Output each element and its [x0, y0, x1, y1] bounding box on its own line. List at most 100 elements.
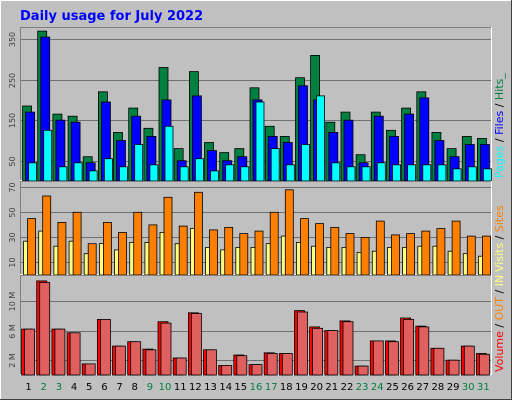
pages-bar — [285, 164, 295, 182]
x-tick-label: 3 — [56, 382, 62, 393]
x-tick-label: 9 — [147, 382, 153, 393]
x-tick-label: 2 — [41, 382, 47, 393]
pages-bar — [28, 162, 38, 182]
x-tick-label: 8 — [132, 382, 138, 393]
pages-bar — [316, 95, 326, 182]
x-tick-label: 18 — [280, 382, 293, 393]
pages-bar — [104, 158, 113, 182]
sites-bar — [27, 218, 37, 276]
in-bar — [251, 364, 263, 376]
in-bar — [357, 365, 369, 376]
pages-bar — [422, 164, 432, 182]
in-bar — [312, 327, 324, 376]
sites-bar — [72, 211, 82, 276]
in-bar — [403, 318, 415, 376]
volume-panel: 2 M 6 M 10 M — [8, 275, 492, 376]
volume-legend: Volume — [493, 331, 506, 372]
in-bar — [327, 330, 339, 376]
sites-bar — [330, 226, 340, 276]
sites-bar — [451, 220, 461, 276]
sites-bar — [436, 228, 446, 276]
in-bar — [388, 341, 399, 376]
y-tick-label: 2 M — [8, 353, 17, 368]
y-tick-label: 150 — [8, 113, 17, 128]
sites-bar — [239, 233, 249, 276]
x-tick-label: 30 — [462, 382, 475, 393]
in-bar — [418, 326, 430, 376]
sites-bar — [118, 231, 127, 276]
x-tick-label: 15 — [234, 382, 247, 393]
in-bar — [130, 341, 142, 376]
pages-bar — [240, 166, 250, 182]
pages-bar — [73, 162, 83, 182]
in-bar — [221, 364, 233, 376]
y-tick-label: 350 — [8, 32, 17, 47]
y-tick-label: 6 M — [8, 324, 17, 339]
pages-bar — [467, 166, 477, 182]
visits-legend: Visits — [493, 243, 506, 272]
y-tick-label: 10 M — [8, 292, 17, 312]
pages-bar — [301, 144, 310, 182]
sites-bar — [224, 226, 234, 276]
in-bar — [115, 345, 126, 376]
sites-legend: Sites — [493, 205, 506, 232]
x-tick-label: 28 — [432, 382, 445, 393]
legend-separator: / — [493, 135, 506, 146]
in-bar — [266, 353, 278, 376]
sites-bar — [269, 211, 279, 276]
x-tick-label: 16 — [250, 382, 263, 393]
bottom-legend: Volume / OUT / IN — [493, 275, 506, 372]
pages-bar — [255, 101, 265, 182]
chart-title: Daily usage for July 2022 — [20, 9, 203, 24]
out-legend: OUT — [493, 297, 506, 321]
x-tick-label: 17 — [265, 382, 278, 393]
x-tick-label: 5 — [86, 382, 92, 393]
in-bar — [463, 345, 475, 376]
sites-bar — [345, 233, 355, 276]
pages-bar — [88, 170, 98, 182]
x-tick-label: 25 — [386, 382, 399, 393]
sites-bar — [284, 189, 294, 276]
top-legend: Pages / Files / Hits_ — [493, 73, 506, 178]
pages-bar — [452, 168, 462, 182]
sites-bar — [103, 221, 112, 276]
x-tick-label: 12 — [189, 382, 202, 393]
in-bar — [160, 322, 172, 376]
in-bar — [297, 311, 308, 376]
in-bar — [190, 313, 202, 376]
sites-bar — [466, 235, 476, 276]
in-bar — [236, 355, 248, 376]
in-bar — [24, 328, 36, 376]
x-tick-label: 13 — [204, 382, 217, 393]
sites-bar — [391, 234, 400, 276]
pages-bar — [361, 166, 371, 182]
pages-bar — [225, 164, 235, 182]
pages-bar — [58, 166, 68, 182]
y-tick-label: 10 — [8, 257, 17, 267]
pages-bar — [179, 166, 189, 182]
sites-bar — [148, 224, 158, 276]
y-tick-label: 50 — [8, 207, 17, 217]
in-bar — [175, 357, 187, 376]
in-bar — [433, 347, 445, 376]
sites-bar — [300, 218, 309, 276]
pages-bar — [164, 125, 174, 182]
legend-separator: / — [493, 100, 506, 111]
legend-separator: / — [493, 286, 506, 297]
sites-bar — [42, 195, 52, 276]
x-tick-label: 7 — [116, 382, 122, 393]
x-tick-label: 22 — [341, 382, 354, 393]
pages-bar — [392, 164, 401, 182]
pages-bar — [376, 162, 386, 182]
pages-bar — [270, 148, 280, 182]
pages-bar — [407, 164, 417, 182]
files-legend: Files — [493, 111, 506, 135]
in-bar — [84, 363, 96, 376]
visits-sites-panel: 10 30 50 70 — [8, 181, 492, 276]
pages-bar — [331, 162, 341, 182]
x-tick-label: 4 — [71, 382, 77, 393]
legend-separator: / — [493, 320, 506, 331]
y-tick-label: 250 — [8, 73, 17, 88]
